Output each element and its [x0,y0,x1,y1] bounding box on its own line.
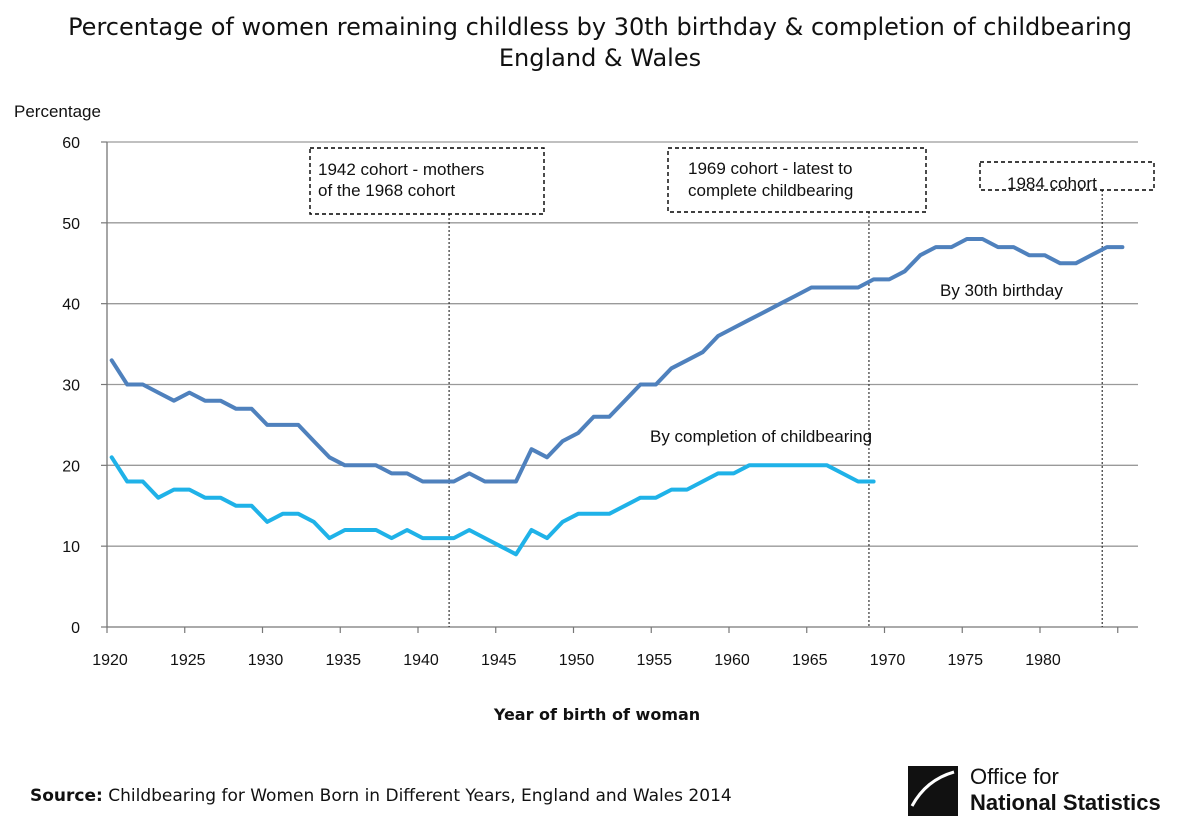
annotation-box-1942 [309,147,545,215]
chart-subtitle: England & Wales [498,44,702,72]
source-text: Childbearing for Women Born in Different… [102,786,732,806]
x-tick-label: 1960 [714,652,750,669]
annotation-text: 1984 cohort [1007,174,1097,193]
ons-logo: Office for National Statistics [908,764,1178,824]
y-tick-label: 30 [62,378,80,395]
annotation-box-1984 [979,161,1155,191]
ons-logo-text: Office for National Statistics [970,764,1161,816]
y-tick-label: 20 [62,458,80,475]
ons-logo-icon [908,766,958,816]
ons-logo-line1: Office for [970,764,1059,789]
x-tick-label: 1950 [559,652,595,669]
chart-title-block: Percentage of women remaining childless … [0,12,1200,74]
chart-title: Percentage of women remaining childless … [68,13,1132,41]
x-tick-label: 1955 [636,652,672,669]
x-tick-label: 1945 [481,652,517,669]
series-points-by-30th-birthday [111,238,1123,482]
x-tick-label: 1920 [92,652,128,669]
x-tick-label: 1930 [248,652,284,669]
source-note: Source: Childbearing for Women Born in D… [30,786,732,806]
ons-logo-line2: National Statistics [970,790,1161,815]
x-tick-label: 1980 [1025,652,1061,669]
series-label-by-completion: By completion of childbearing [650,427,872,446]
annotation-text: 1942 cohort - mothers [318,160,484,179]
annotation-text: complete childbearing [688,181,853,200]
y-axis-label: Percentage [14,102,101,121]
y-tick-label: 60 [62,135,80,152]
y-tick-label: 40 [62,297,80,314]
x-tick-label: 1935 [325,652,361,669]
annotation-box-1969 [667,147,927,213]
annotation-text: of the 1968 cohort [318,181,455,200]
y-tick-label: 50 [62,216,80,233]
x-tick-label: 1975 [947,652,983,669]
series-line-by-30th-birthday [109,237,1125,484]
source-label: Source: [30,786,103,806]
y-tick-label: 10 [62,539,80,556]
series-points-by-completion [111,457,874,555]
x-axis-label: Year of birth of woman [493,705,700,724]
line-chart: 0 10 20 30 40 50 60 1920 1925 1930 1935 1940 1945 195… [14,102,1155,724]
series-label-by-30th-birthday: By 30th birthday [940,281,1063,300]
series-line-by-completion [109,455,876,557]
x-tick-label: 1970 [870,652,906,669]
x-tick-label: 1965 [792,652,828,669]
annotation-text: 1969 cohort - latest to [688,159,852,178]
y-tick-label: 0 [71,620,80,637]
x-tick-label: 1925 [170,652,206,669]
x-tick-label: 1940 [403,652,439,669]
